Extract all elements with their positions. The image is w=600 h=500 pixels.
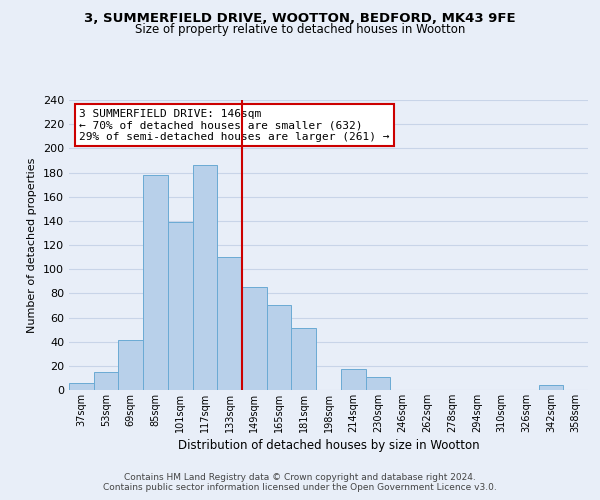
Bar [341,370,365,390]
Bar [168,222,193,390]
Bar [143,175,168,390]
Text: Size of property relative to detached houses in Wootton: Size of property relative to detached ho… [135,22,465,36]
Bar [539,385,563,390]
Bar [118,340,143,390]
Bar [94,372,118,390]
Text: Contains HM Land Registry data © Crown copyright and database right 2024.: Contains HM Land Registry data © Crown c… [124,474,476,482]
Bar [267,306,292,390]
Bar [365,376,390,390]
Bar [242,288,267,390]
Text: 3, SUMMERFIELD DRIVE, WOOTTON, BEDFORD, MK43 9FE: 3, SUMMERFIELD DRIVE, WOOTTON, BEDFORD, … [84,12,516,26]
Y-axis label: Number of detached properties: Number of detached properties [28,158,37,332]
X-axis label: Distribution of detached houses by size in Wootton: Distribution of detached houses by size … [178,439,479,452]
Bar [217,257,242,390]
Bar [69,383,94,390]
Bar [193,166,217,390]
Text: 3 SUMMERFIELD DRIVE: 146sqm
← 70% of detached houses are smaller (632)
29% of se: 3 SUMMERFIELD DRIVE: 146sqm ← 70% of det… [79,108,390,142]
Bar [292,328,316,390]
Text: Contains public sector information licensed under the Open Government Licence v3: Contains public sector information licen… [103,484,497,492]
